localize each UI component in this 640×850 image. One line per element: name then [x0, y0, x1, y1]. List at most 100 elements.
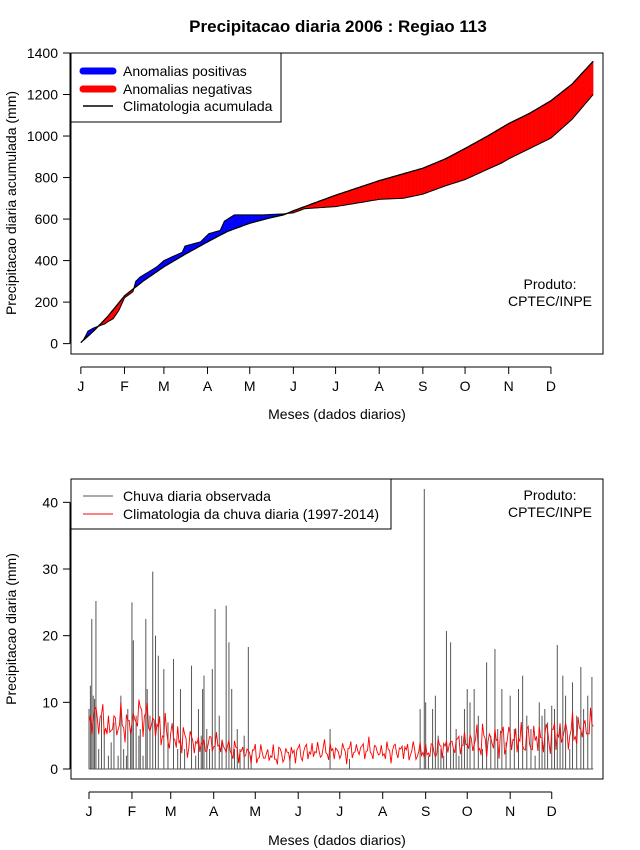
- negative-anomaly-segment: [591, 60, 594, 97]
- negative-anomaly-segment: [528, 112, 531, 150]
- negative-anomaly-segment: [321, 199, 324, 208]
- x-tick-label: N: [505, 803, 515, 819]
- legend-label-climatology: Climatologia da chuva diaria (1997-2014): [123, 506, 379, 522]
- negative-anomaly-segment: [408, 171, 411, 198]
- negative-anomaly-segment: [440, 159, 443, 188]
- negative-anomaly-segment: [341, 192, 343, 206]
- positive-anomaly-segment: [225, 219, 228, 233]
- negative-anomaly-segment: [585, 66, 588, 104]
- negative-anomaly-segment: [332, 195, 335, 208]
- negative-anomaly-segment: [443, 158, 446, 187]
- negative-anomaly-segment: [364, 184, 367, 202]
- x-tick-label: S: [421, 803, 430, 819]
- figure-title: Precipitacao diaria 2006 : Regiao 113: [189, 17, 487, 36]
- negative-anomaly-segment: [576, 77, 578, 115]
- negative-anomaly-segment: [498, 128, 501, 165]
- negative-anomaly-segment: [329, 196, 332, 208]
- negative-anomaly-segment: [370, 182, 373, 202]
- negative-anomaly-segment: [505, 124, 508, 161]
- negative-anomaly-segment: [511, 121, 514, 158]
- negative-anomaly-segment: [356, 187, 359, 204]
- positive-anomaly-segment: [232, 214, 235, 230]
- x-tick-label: O: [460, 378, 471, 394]
- y-tick-label: 40: [42, 494, 58, 510]
- negative-anomaly-segment: [350, 189, 353, 205]
- negative-anomaly-segment: [563, 89, 566, 128]
- y-tick-label: 10: [42, 694, 58, 710]
- x-tick-label: F: [120, 378, 129, 394]
- negative-anomaly-segment: [573, 80, 576, 119]
- negative-anomaly-segment: [494, 130, 497, 167]
- daily-chart: 0 10 20 30 40 J F M A M J J A S O N D Precipitacao diar…: [3, 478, 604, 848]
- x-tick-label: A: [203, 378, 213, 394]
- negative-anomaly-segment: [419, 168, 422, 195]
- negative-anomaly-segment: [404, 172, 407, 199]
- negative-anomaly-segment: [398, 174, 401, 199]
- negative-anomaly-segment: [471, 143, 474, 177]
- positive-anomaly-segment: [229, 216, 232, 231]
- negative-anomaly-segment: [417, 169, 419, 196]
- x-axis-label: Meses (dados diarios): [268, 406, 406, 422]
- negative-anomaly-segment: [519, 117, 522, 154]
- negative-anomaly-segment: [405, 172, 408, 198]
- negative-anomaly-segment: [590, 62, 592, 99]
- legend-label-negative: Anomalias negativas: [123, 81, 252, 97]
- negative-anomaly-segment: [549, 100, 552, 140]
- negative-anomaly-segment: [390, 176, 393, 200]
- negative-anomaly-segment: [467, 145, 470, 179]
- y-axis: 0 10 20 30 40: [42, 494, 71, 777]
- y-axis-label: Precipitacao diaria acumulada (mm): [3, 91, 19, 315]
- x-tick-label: O: [462, 803, 473, 819]
- negative-anomaly-segment: [463, 148, 466, 181]
- negative-anomaly-segment: [583, 69, 585, 107]
- positive-anomaly-segment: [243, 214, 246, 226]
- negative-anomaly-segment: [349, 189, 352, 205]
- negative-anomaly-segment: [412, 170, 415, 197]
- negative-anomaly-segment: [526, 113, 529, 151]
- climatology-cumulative-line: [80, 60, 594, 344]
- negative-anomaly-segment: [514, 119, 516, 157]
- negative-anomaly-segment: [473, 142, 476, 177]
- negative-anomaly-segment: [542, 104, 545, 143]
- negative-anomaly-segment: [343, 191, 346, 206]
- negative-anomaly-segment: [493, 131, 495, 168]
- x-tick-label: J: [86, 803, 93, 819]
- negative-anomaly-segment: [487, 134, 490, 170]
- negative-anomaly-segment: [324, 198, 326, 208]
- negative-anomaly-segment: [460, 149, 463, 182]
- negative-anomaly-segment: [352, 188, 355, 205]
- negative-anomaly-segment: [474, 141, 477, 176]
- negative-anomaly-segment: [533, 109, 536, 147]
- negative-anomaly-segment: [439, 160, 442, 189]
- negative-anomaly-segment: [388, 177, 391, 200]
- positive-anomaly-segment: [252, 214, 255, 223]
- negative-anomaly-segment: [525, 114, 528, 151]
- y-tick-label: 1400: [27, 45, 58, 61]
- product-label-line1: Produto:: [524, 487, 577, 503]
- negative-anomaly-segment: [426, 165, 429, 193]
- y-tick-label: 400: [35, 253, 59, 269]
- negative-anomaly-segment: [512, 120, 515, 158]
- x-tick-label: F: [128, 803, 137, 819]
- negative-anomaly-segment: [424, 166, 426, 194]
- negative-anomaly-segment: [581, 71, 584, 109]
- negative-anomaly-segment: [584, 68, 587, 106]
- product-label-line1: Produto:: [524, 276, 577, 292]
- negative-anomaly-segment: [538, 107, 540, 145]
- cumulative-chart: 0 200 400 600 800 1000 1200 1400 J F M A M J J A S O N D P…: [3, 45, 604, 422]
- negative-anomaly-segment: [523, 114, 526, 152]
- negative-anomaly-segment: [483, 137, 485, 172]
- y-tick-label: 0: [50, 761, 58, 777]
- negative-anomaly-segment: [335, 194, 338, 207]
- negative-anomaly-segment: [529, 112, 532, 149]
- negative-anomaly-segment: [436, 161, 439, 190]
- negative-anomaly-segment: [386, 177, 388, 200]
- negative-anomaly-segment: [490, 133, 493, 169]
- negative-anomaly-segment: [421, 167, 424, 195]
- plot-frame: [70, 52, 604, 355]
- negative-anomaly-segment: [547, 101, 550, 140]
- negative-anomaly-segment: [411, 170, 414, 197]
